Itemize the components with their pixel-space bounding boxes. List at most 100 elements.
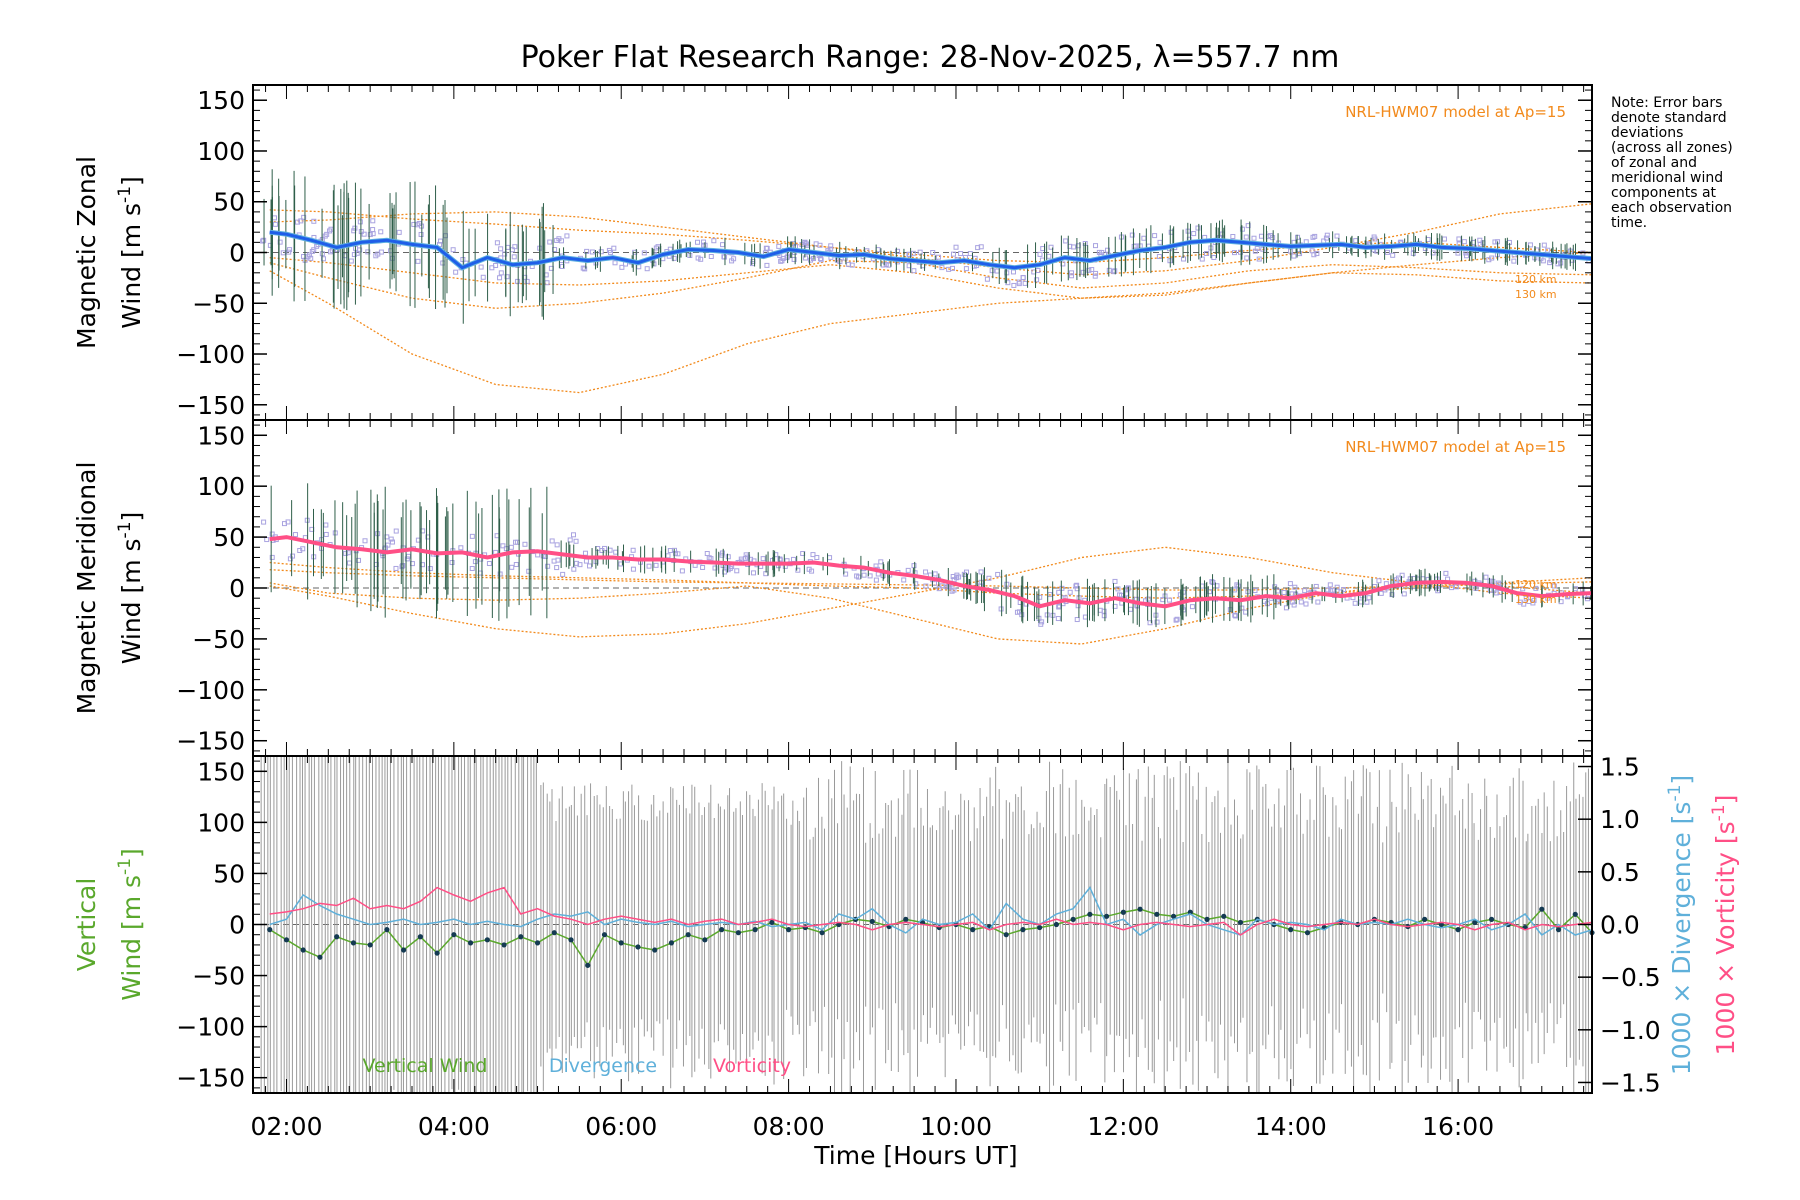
scatter-point (1211, 254, 1217, 260)
model-label: NRL-HWM07 model at Ap=15 (1345, 103, 1566, 121)
y-tick-label: 50 (213, 523, 245, 552)
note-line: each observation (1611, 200, 1732, 216)
y-axis-title: Vertical (72, 878, 101, 972)
scatter-point (906, 263, 912, 269)
y-tick-label: −50 (192, 962, 245, 991)
scatter-point (1004, 581, 1010, 587)
vertical-wind-point (1539, 906, 1545, 912)
scatter-point (500, 543, 506, 549)
scatter-point (1239, 226, 1245, 232)
scatter-point (776, 243, 782, 249)
scatter-point (963, 266, 969, 272)
scatter-point (721, 254, 727, 260)
scatter-point (502, 251, 508, 257)
scatter-point (1489, 255, 1495, 261)
scatter-point (323, 522, 329, 528)
scatter-point (1297, 251, 1303, 257)
scatter-point (1310, 234, 1316, 240)
x-tick-label: 02:00 (250, 1112, 322, 1141)
scatter-point (458, 545, 464, 551)
y2-tick-label: −1.0 (1600, 1016, 1661, 1045)
y-tick-label: 50 (213, 188, 245, 217)
scatter-point (311, 247, 317, 253)
scatter-point (655, 244, 661, 250)
x-tick-label: 04:00 (418, 1112, 490, 1141)
scatter-point (1191, 231, 1197, 237)
scatter-point (478, 264, 484, 270)
scatter-point (712, 565, 718, 571)
vertical-wind-point (702, 937, 708, 943)
scatter-point (795, 567, 801, 573)
scatter-point (1195, 225, 1201, 231)
scatter-point (1181, 607, 1187, 613)
vertical-wind-point (769, 919, 775, 926)
scatter-point (524, 278, 530, 284)
scatter-point (311, 218, 317, 224)
x-tick-label: 16:00 (1422, 1112, 1494, 1141)
vertical-wind-point (1488, 916, 1495, 922)
scatter-point (1239, 605, 1245, 611)
legend-item: Divergence (549, 1055, 657, 1077)
scatter-point (393, 565, 399, 571)
scatter-point (418, 231, 424, 237)
x-axis: 02:00 04:00 06:00 08:00 10:00 12:00 14:00 16:00 (250, 1112, 1494, 1141)
scatter-point (509, 564, 515, 570)
scatter-point (1585, 596, 1591, 602)
scatter-point (1173, 617, 1179, 623)
vertical-wind-point (1304, 930, 1311, 936)
scatter-point (1056, 589, 1062, 595)
scatter-point (357, 219, 363, 225)
scatter-point (1034, 277, 1040, 283)
scatter-point (264, 537, 270, 543)
scatter-point (351, 252, 357, 258)
vertical-wind-point (903, 916, 909, 922)
vertical-wind-point (819, 930, 825, 936)
vorticity-line (269, 886, 1593, 936)
x-tick-label: 06:00 (585, 1112, 657, 1141)
scatter-point (469, 533, 475, 539)
meridional-wind-panel: NRL-HWM07 model at Ap=15 120 km 130 km 150 1… (72, 419, 1593, 757)
vertical-wind-point (267, 927, 273, 933)
scatter-point (1511, 258, 1517, 264)
scatter-point (1209, 579, 1215, 585)
scatter-point (599, 548, 605, 554)
vertical-wind-point (367, 942, 373, 948)
vertical-wind-point (1087, 911, 1093, 917)
scatter-point (878, 559, 884, 565)
scatter-point (1461, 239, 1467, 245)
scatter-point (508, 544, 514, 550)
scatter-point (564, 233, 570, 239)
vertical-wind-point (451, 932, 457, 938)
scatter-point (486, 561, 492, 567)
scatter-point (619, 264, 625, 270)
y-axis-title-units: Wind [m s-1] (115, 848, 146, 1001)
scatter-point (1533, 585, 1539, 591)
scatter-point (704, 551, 710, 557)
scatter-point (913, 581, 919, 587)
scatter-point (1298, 599, 1304, 605)
y-tick-label: 100 (197, 137, 245, 166)
scatter-point (827, 555, 833, 561)
scatter-point (1492, 239, 1498, 245)
scatter-point (1115, 586, 1121, 592)
scatter-point (700, 564, 706, 570)
scatter-point (1101, 608, 1107, 614)
vertical-wind-point (401, 947, 407, 953)
scatter-point (1366, 595, 1372, 601)
scatter-point (1252, 588, 1258, 594)
scatter-point (1289, 591, 1295, 597)
scatter-point (385, 542, 391, 548)
scatter-point (1334, 233, 1340, 239)
scatter-point (577, 562, 583, 568)
scatter-point (1038, 621, 1044, 627)
scatter-point (1545, 247, 1551, 253)
scatter-point (551, 558, 557, 564)
scatter-point (497, 275, 503, 281)
scatter-point (472, 559, 478, 565)
scatter-point (1396, 575, 1402, 581)
scatter-point (1303, 239, 1309, 245)
scatter-point (1014, 609, 1020, 615)
y-axis-title: Magnetic Zonal (72, 156, 101, 349)
vertical-wind-point (1472, 919, 1478, 926)
scatter-point (1281, 589, 1287, 595)
